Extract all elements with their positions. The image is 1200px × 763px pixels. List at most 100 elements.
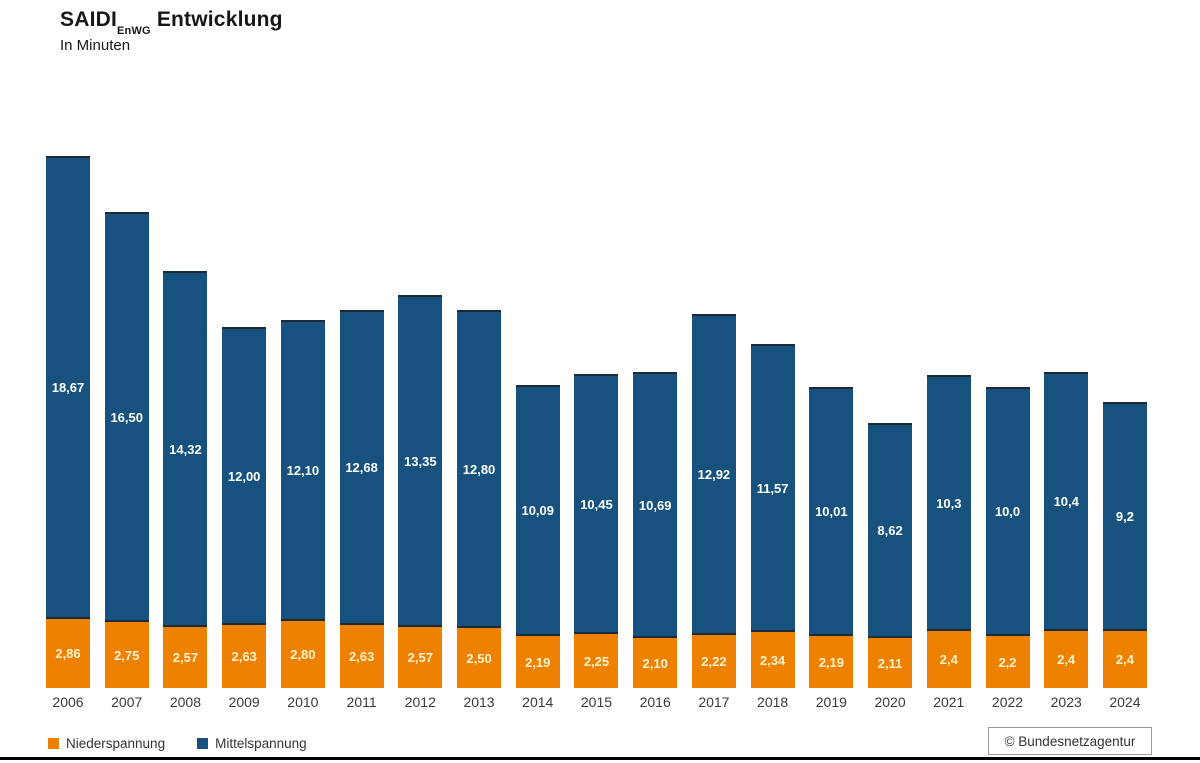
bar-stack-2023: 10,4 2,4 [1044, 372, 1089, 688]
bar-segment-mittelspannung-2012: 13,35 [398, 295, 443, 625]
x-axis-label-2021: 2021 [933, 694, 965, 710]
bar-segment-niederspannung-2008: 2,57 [163, 625, 208, 688]
bar-segment-niederspannung-2014: 2,19 [515, 634, 560, 688]
bar-segment-mittelspannung-2016: 10,69 [633, 372, 678, 636]
bar-column-2012: 13,35 2,57 2012 [398, 295, 443, 711]
bar-value-label: 12,68 [345, 460, 378, 475]
bar-value-label: 2,75 [114, 647, 140, 663]
bar-value-label: 10,69 [638, 497, 672, 513]
bar-segment-niederspannung-2012: 2,57 [398, 625, 443, 688]
bar-column-2014: 10,09 2,19 2014 [515, 385, 560, 711]
bar-column-2009: 12,00 2,63 2009 [222, 327, 267, 711]
x-axis-label-2014: 2014 [522, 694, 554, 710]
bar-segment-mittelspannung-2007: 16,50 [104, 212, 149, 620]
bar-segment-mittelspannung-2017: 12,92 [691, 314, 736, 633]
bar-segment-niederspannung-2020: 2,11 [868, 636, 913, 688]
bar-value-label: 2,80 [290, 647, 316, 662]
bar-stack-2018: 11,57 2,34 [750, 344, 795, 688]
x-axis-label-2023: 2023 [1050, 694, 1082, 710]
bar-value-label: 2,4 [939, 652, 958, 667]
legend-label: Mittelspannung [215, 736, 307, 751]
bar-segment-mittelspannung-2010: 12,10 [280, 320, 325, 619]
bar-segment-niederspannung-2019: 2,19 [809, 634, 854, 688]
bar-value-label: 8,62 [877, 523, 903, 538]
bar-column-2024: 9,2 2,4 2024 [1102, 402, 1147, 711]
x-axis-label-2022: 2022 [991, 694, 1024, 710]
bar-segment-mittelspannung-2009: 12,00 [222, 327, 267, 623]
bar-value-label: 2,63 [231, 649, 257, 664]
bar-column-2018: 11,57 2,34 2018 [750, 344, 795, 711]
chart-title-rest: Entwicklung [156, 8, 283, 31]
bar-value-label: 2,4 [1115, 652, 1134, 667]
bar-segment-mittelspannung-2013: 12,80 [457, 310, 502, 626]
chart-title-subscript: EnWG [117, 25, 151, 38]
x-axis-label-2013: 2013 [463, 694, 495, 710]
bar-stack-2021: 10,3 2,4 [926, 375, 971, 688]
x-axis-label-2019: 2019 [815, 694, 847, 710]
bar-column-2013: 12,80 2,50 2013 [457, 310, 502, 711]
bar-stack-2020: 8,62 2,11 [868, 423, 913, 688]
bar-segment-niederspannung-2007: 2,75 [104, 620, 149, 688]
x-axis-label-2011: 2011 [346, 694, 377, 710]
x-axis-label-2009: 2009 [228, 694, 260, 710]
bar-segment-niederspannung-2013: 2,50 [457, 626, 502, 688]
bar-column-2022: 10,0 2,2 2022 [985, 387, 1030, 711]
bar-value-label: 2,19 [525, 654, 551, 670]
bar-value-label: 2,57 [172, 650, 199, 665]
bar-segment-mittelspannung-2022: 10,0 [985, 387, 1030, 634]
bar-segment-mittelspannung-2006: 18,67 [46, 156, 90, 617]
bar-segment-mittelspannung-2015: 10,45 [574, 374, 619, 632]
x-axis-label-2018: 2018 [757, 694, 789, 710]
bar-column-2007: 16,50 2,75 2007 [104, 212, 149, 711]
bar-segment-mittelspannung-2018: 11,57 [750, 344, 795, 630]
bar-segment-niederspannung-2021: 2,4 [926, 629, 971, 688]
x-axis-label-2012: 2012 [404, 694, 436, 710]
bar-segment-niederspannung-2006: 2,86 [46, 617, 90, 688]
bar-segment-mittelspannung-2023: 10,4 [1044, 372, 1089, 629]
copyright-box: © Bundesnetzagentur [988, 727, 1152, 755]
bar-stack-2009: 12,00 2,63 [222, 327, 267, 688]
bar-stack-2012: 13,35 2,57 [398, 295, 443, 688]
bar-column-2006: 18,67 2,86 2006 [46, 156, 90, 711]
bar-segment-niederspannung-2023: 2,4 [1044, 629, 1089, 688]
bar-segment-niederspannung-2011: 2,63 [339, 623, 384, 688]
bar-value-label: 2,4 [1057, 652, 1076, 667]
bar-stack-2008: 14,32 2,57 [163, 271, 208, 688]
bar-value-label: 9,2 [1115, 509, 1134, 524]
bar-value-label: 2,11 [877, 655, 903, 671]
bar-value-label: 2,10 [642, 655, 668, 671]
bar-stack-2015: 10,45 2,25 [574, 374, 619, 688]
stacked-bar-chart: 18,67 2,86 2006 16,50 2,75 2007 14,32 2,57 2008 1… [46, 156, 1147, 711]
chart-header: SAIDIEnWG Entwicklung In Minuten [60, 8, 283, 54]
legend-item-mittelspannung: Mittelspannung [197, 736, 307, 751]
bar-value-label: 10,01 [815, 504, 848, 519]
bar-value-label: 10,4 [1053, 494, 1079, 509]
bar-value-label: 2,34 [759, 652, 786, 668]
bar-value-label: 10,0 [994, 504, 1021, 519]
bar-column-2010: 12,10 2,80 2010 [280, 320, 325, 711]
bar-column-2021: 10,3 2,4 2021 [926, 375, 971, 711]
bar-column-2017: 12,92 2,22 2017 [691, 314, 736, 711]
bar-segment-niederspannung-2022: 2,2 [985, 634, 1030, 688]
x-axis-label-2020: 2020 [874, 694, 906, 710]
bar-stack-2016: 10,69 2,10 [633, 372, 678, 688]
bar-value-label: 2,25 [583, 653, 610, 669]
bar-value-label: 12,00 [227, 468, 261, 484]
x-axis-label-2010: 2010 [287, 694, 319, 710]
bar-value-label: 13,35 [404, 453, 437, 469]
bar-value-label: 12,92 [697, 467, 731, 482]
legend-label: Niederspannung [66, 736, 166, 751]
bar-segment-mittelspannung-2020: 8,62 [868, 423, 913, 636]
bar-segment-niederspannung-2017: 2,22 [691, 633, 736, 688]
x-axis-label-2024: 2024 [1109, 694, 1141, 710]
bar-stack-2022: 10,0 2,2 [985, 387, 1030, 688]
bar-value-label: 14,32 [169, 441, 202, 457]
bar-column-2020: 8,62 2,11 2020 [868, 423, 913, 711]
bar-stack-2011: 12,68 2,63 [339, 310, 384, 688]
bar-value-label: 12,80 [462, 461, 496, 477]
bar-value-label: 2,57 [407, 650, 433, 665]
bar-segment-niederspannung-2015: 2,25 [574, 632, 619, 688]
x-axis-label-2006: 2006 [52, 694, 84, 710]
bar-column-2023: 10,4 2,4 2023 [1044, 372, 1089, 711]
